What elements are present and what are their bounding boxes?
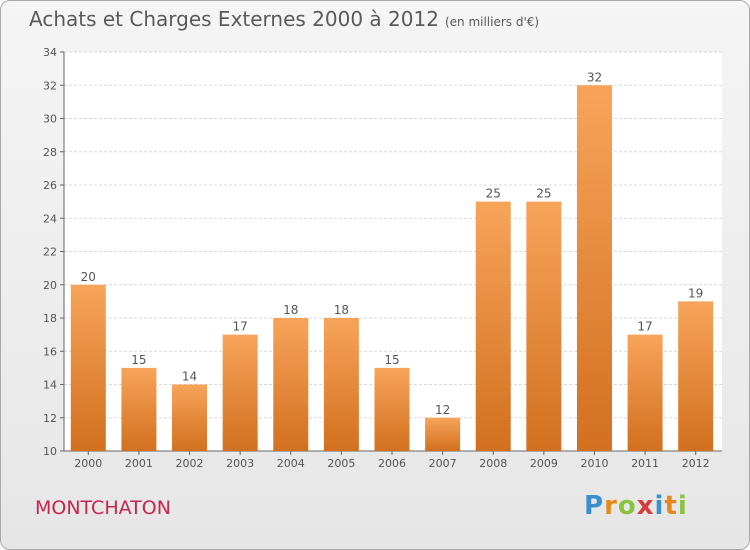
bar-value-label: 25 [486,187,501,201]
y-tick-label: 22 [43,246,57,259]
logo-letter: x [636,491,655,521]
chart-title: Achats et Charges Externes 2000 à 2012 (e… [29,7,539,31]
bar [70,284,106,451]
x-tick-label: 2009 [530,457,558,470]
y-tick-label: 26 [43,179,57,192]
y-tick-label: 24 [43,212,57,225]
x-tick-label: 2012 [682,457,710,470]
y-tick-label: 14 [43,379,57,392]
y-tick-label: 10 [43,445,57,458]
x-tick-label: 2002 [176,457,204,470]
x-tick-label: 2011 [631,457,659,470]
bar [323,318,359,451]
bar-value-label: 17 [233,320,248,334]
bar-value-label: 18 [283,303,298,317]
axis-layer: 10 12 14 16 18 20 22 24 26 28 30 32 34 [43,46,722,458]
bar-value-label: 17 [637,320,652,334]
bar [526,201,562,451]
x-tick-label: 2008 [479,457,507,470]
bar-value-label: 18 [334,303,349,317]
bar [172,384,208,451]
label-layer: 20 2000 15 2001 14 2002 17 2003 18 2004 18 2005 15 20… [74,70,709,470]
bar-value-label: 15 [131,353,146,367]
bar-value-label: 15 [384,353,399,367]
bar [425,417,461,451]
bar-value-label: 32 [587,70,602,84]
bar [121,367,157,451]
x-tick-label: 2005 [327,457,355,470]
y-tick-label: 20 [43,279,57,292]
logo-letter: r [604,491,618,521]
bar [475,201,511,451]
x-tick-label: 2010 [580,457,608,470]
y-tick-label: 16 [43,345,57,358]
bar [576,85,612,451]
bar-value-label: 14 [182,370,197,384]
logo-letter: i [677,491,688,521]
x-tick-label: 2004 [277,457,305,470]
logo-letter: P [584,491,605,521]
y-tick-label: 12 [43,412,57,425]
logo-letter: o [617,491,637,521]
bar-value-label: 19 [688,286,703,300]
x-tick-label: 2007 [429,457,457,470]
x-tick-label: 2003 [226,457,254,470]
bar [222,334,258,451]
x-tick-label: 2006 [378,457,406,470]
title-text: Achats et Charges Externes 2000 à 2012 [29,7,439,31]
bar [627,334,663,451]
bar-value-label: 25 [536,187,551,201]
x-tick-label: 2000 [74,457,102,470]
bar [374,367,410,451]
y-tick-label: 30 [43,113,57,126]
bar [273,318,309,451]
logo-letter: t [664,491,678,521]
title-unit: (en milliers d'€) [444,15,540,29]
y-tick-label: 32 [43,79,57,92]
x-tick-label: 2001 [125,457,153,470]
bar-value-label: 20 [81,270,96,284]
bar [678,301,714,451]
bar-value-label: 12 [435,403,450,417]
bar-layer [70,85,714,451]
proxiti-logo: Proxiti [584,491,688,521]
y-tick-label: 34 [43,46,57,59]
logo-letter: i [654,491,665,521]
y-tick-label: 18 [43,312,57,325]
commune-name: MONTCHATON [35,497,171,519]
y-tick-label: 28 [43,146,57,159]
